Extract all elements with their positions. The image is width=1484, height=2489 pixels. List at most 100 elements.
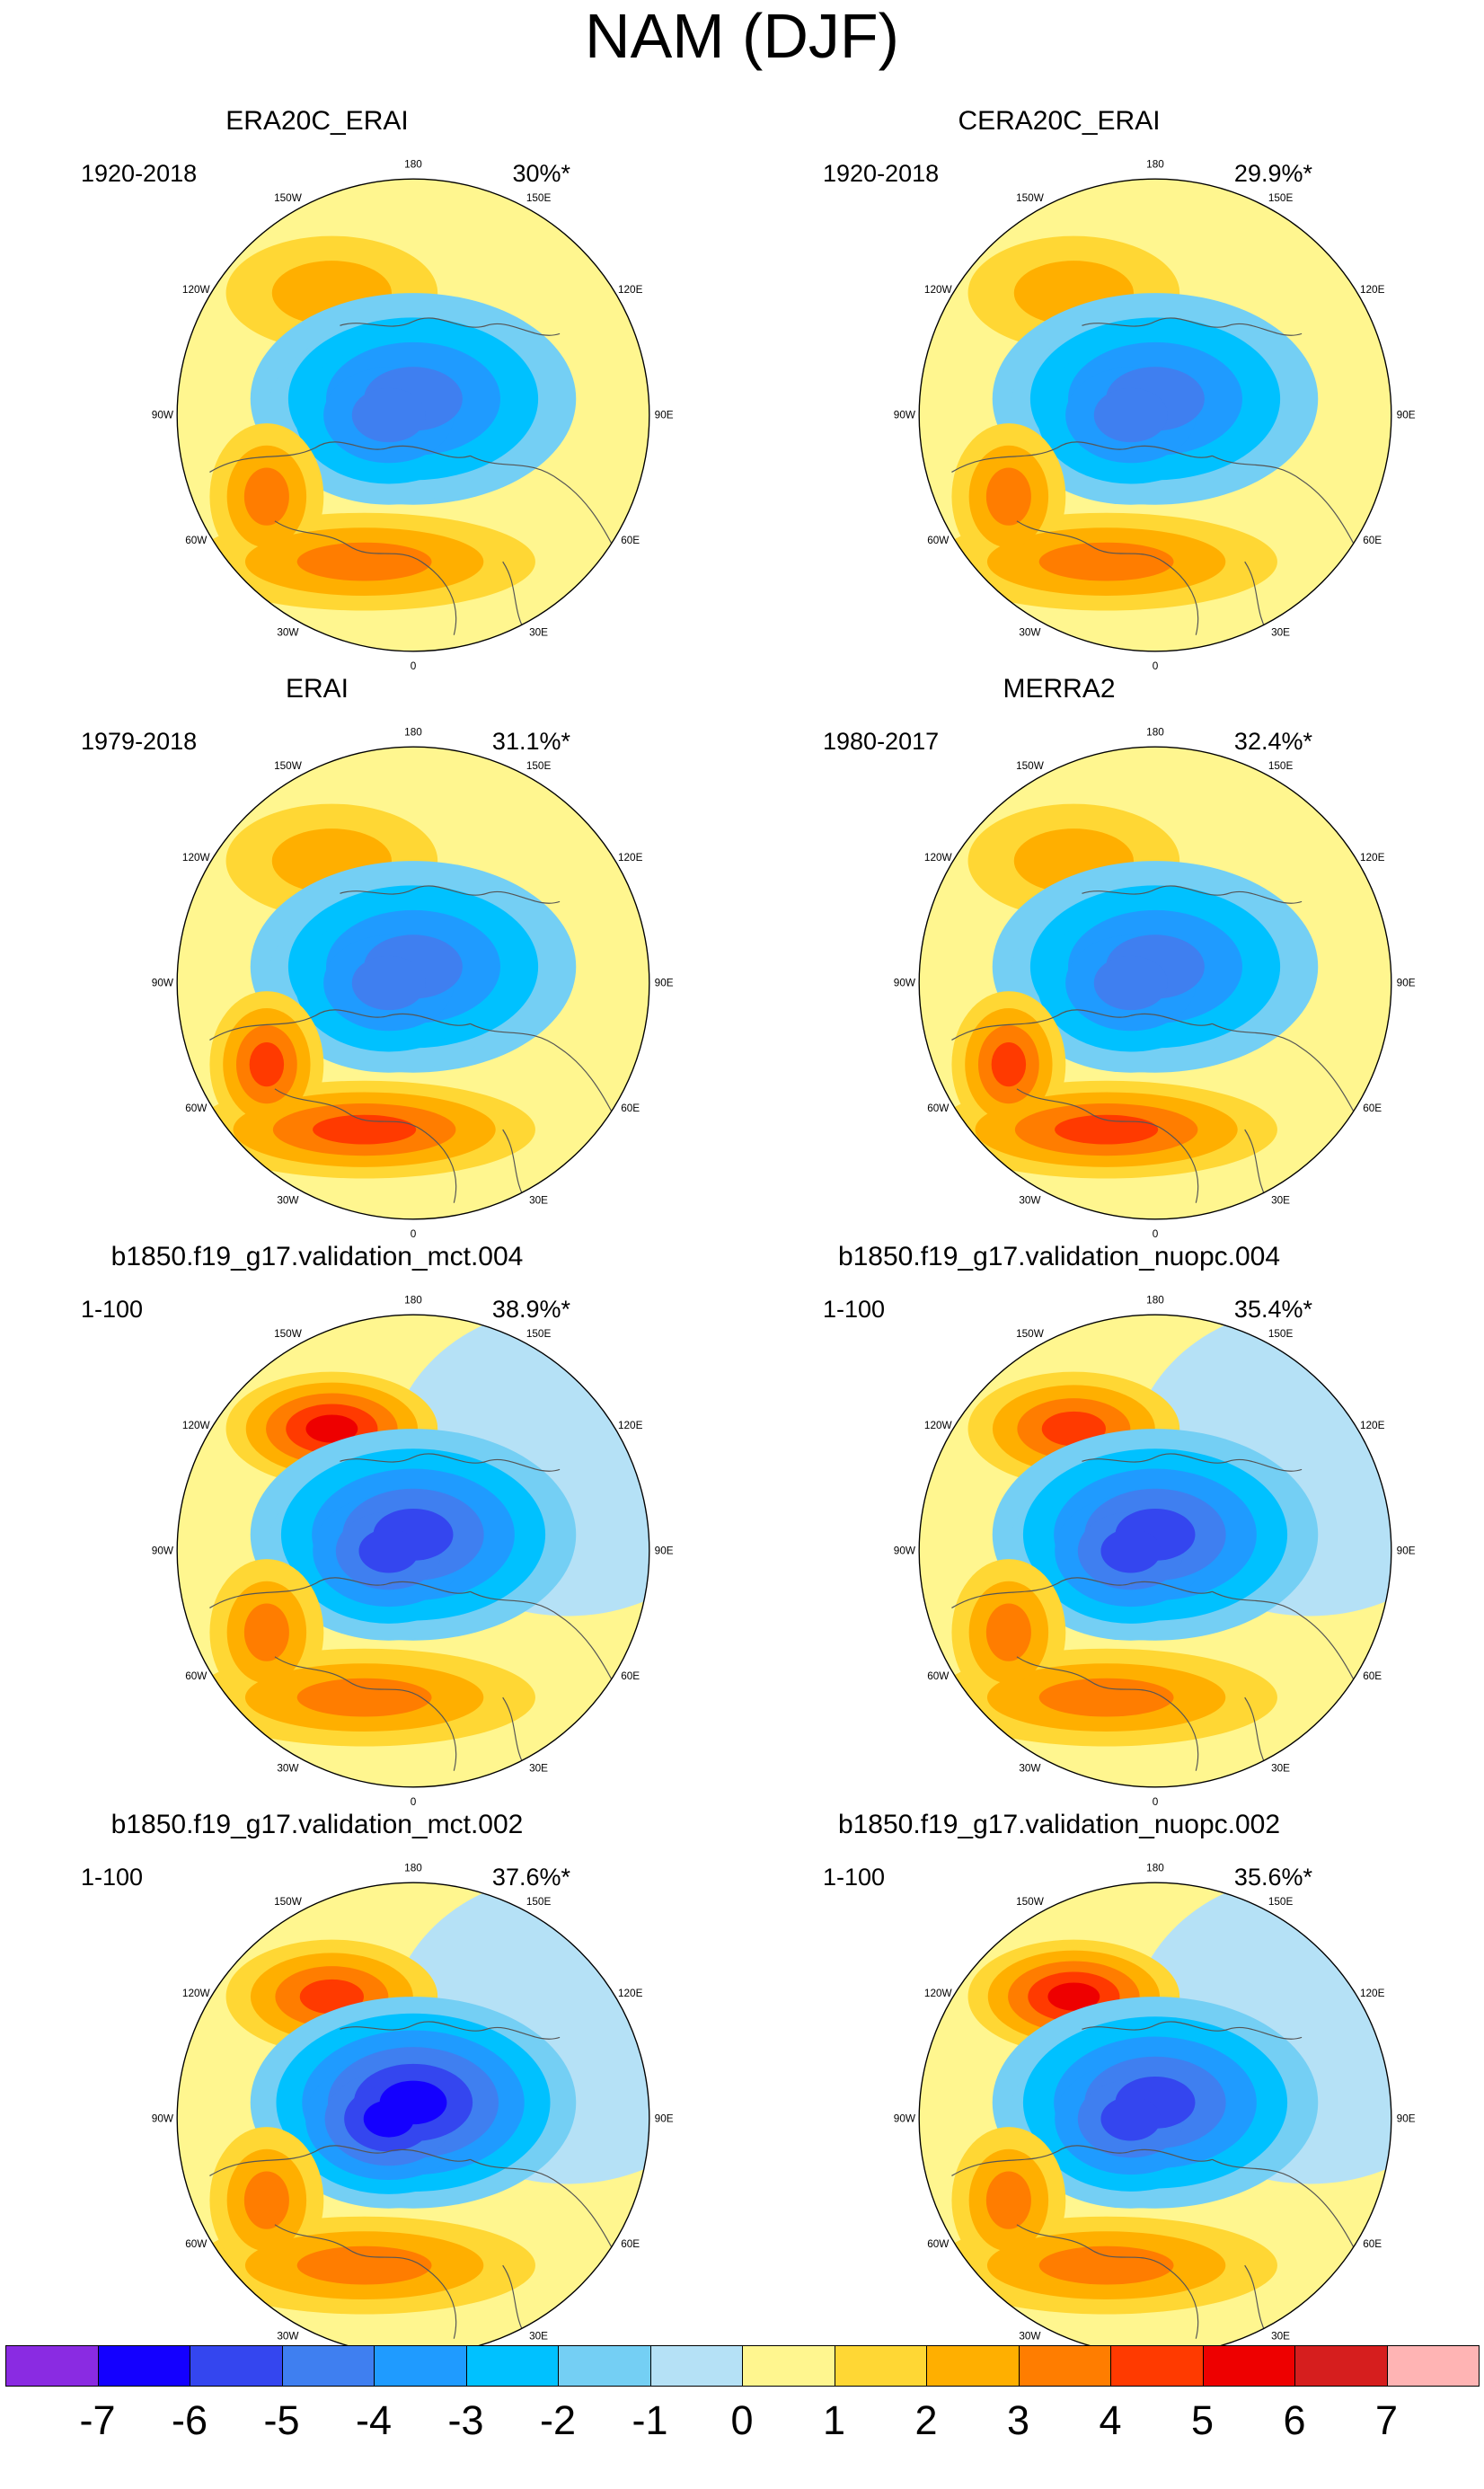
coastline <box>209 1453 618 1772</box>
positive-contour <box>313 1114 417 1145</box>
lon-label: 30E <box>1271 1762 1290 1774</box>
colorbar-swatch <box>558 2345 651 2387</box>
panel-title: b1850.f19_g17.validation_nuopc.004 <box>837 1242 1281 1271</box>
panel-variance: 37.6%* <box>491 1864 570 1891</box>
map-border <box>176 1314 650 1788</box>
coastline <box>951 885 1360 1204</box>
positive-contour <box>296 2245 432 2285</box>
map-panel: b1850.f19_g17.validation_nuopc.004 1-100 3… <box>688 1136 1430 1808</box>
colorbar-swatch <box>926 2345 1020 2387</box>
map-border <box>918 1314 1392 1788</box>
positive-contour <box>243 2171 289 2229</box>
lon-label: 0 <box>1153 1228 1159 1240</box>
colorbar-swatch <box>5 2345 99 2387</box>
lon-label: 30E <box>1271 626 1290 638</box>
colorbar-label: 3 <box>1006 2397 1030 2443</box>
lon-label: 90E <box>655 1546 674 1557</box>
lon-label: 30E <box>529 1762 548 1774</box>
lon-label: 120E <box>618 1420 643 1431</box>
lon-label: 120E <box>1360 1988 1385 1999</box>
lon-label: 30W <box>277 626 299 638</box>
lon-label: 60E <box>621 1670 640 1682</box>
lon-label: 150W <box>1016 760 1045 772</box>
lon-label: 30E <box>1271 2330 1290 2342</box>
positive-contour <box>985 1603 1031 1661</box>
lon-label: 60W <box>927 535 950 546</box>
lon-label: 90W <box>152 978 174 989</box>
panel-title: MERRA2 <box>1003 674 1116 704</box>
lon-label: 150E <box>1268 1896 1294 1908</box>
lon-label: 90W <box>152 410 174 421</box>
colorbar-label: 2 <box>914 2397 938 2443</box>
positive-contour <box>1041 1411 1106 1447</box>
negative-contour <box>358 1528 420 1573</box>
colorbar-swatch <box>1110 2345 1204 2387</box>
lon-label: 150W <box>1016 192 1045 204</box>
panel-title: ERA20C_ERAI <box>225 106 409 136</box>
positive-contour <box>1038 1678 1174 1717</box>
colorbar-swatch <box>190 2345 283 2387</box>
lon-label: 120E <box>618 852 643 864</box>
map-border <box>918 746 1392 1220</box>
lon-label: 90E <box>1397 410 1416 421</box>
lon-label: 90E <box>655 410 674 421</box>
colorbar-swatch <box>465 2345 559 2387</box>
lon-label: 90W <box>894 978 916 989</box>
panel-variance: 29.9%* <box>1233 160 1312 187</box>
panel-variance: 32.4%* <box>1233 728 1312 755</box>
map-panel: MERRA2 1980-2017 32.4%* 180 150E 120E 90E 60E 30… <box>688 568 1430 1240</box>
main-title: NAM (DJF) <box>585 1 899 71</box>
colorbar-swatch <box>281 2345 375 2387</box>
positive-contour <box>296 542 432 581</box>
lon-label: 150E <box>1268 1328 1294 1340</box>
lon-label: 60E <box>621 1103 640 1114</box>
negative-contour <box>363 2100 414 2138</box>
lon-label: 150E <box>1268 192 1294 204</box>
lon-label: 60E <box>1363 2238 1382 2250</box>
lon-label: 90W <box>152 2113 174 2125</box>
lon-label: 180 <box>1146 1863 1164 1874</box>
lon-label: 60W <box>927 2238 950 2250</box>
colorbar-swatch <box>97 2345 190 2387</box>
positive-contour <box>1038 2245 1174 2285</box>
colorbar-label: -5 <box>263 2397 300 2443</box>
lon-label: 0 <box>411 1228 417 1240</box>
lon-label: 30E <box>1271 1194 1290 1206</box>
colorbar-label: 6 <box>1283 2397 1306 2443</box>
colorbar <box>5 2345 1480 2388</box>
lon-label: 120W <box>924 852 953 864</box>
lon-label: 30W <box>277 1194 299 1206</box>
lon-label: 120E <box>618 1988 643 1999</box>
lon-label: 30E <box>529 626 548 638</box>
negative-contour <box>1093 955 1168 1011</box>
negative-contour <box>1100 1528 1162 1573</box>
colorbar-label: 4 <box>1099 2397 1122 2443</box>
colorbar-label: 0 <box>730 2397 754 2443</box>
map-panel: CERA20C_ERAI 1920-2018 29.9%* 180 150E 120E 90… <box>688 0 1430 672</box>
colorbar-swatch <box>742 2345 835 2387</box>
colorbar-label: 7 <box>1374 2397 1399 2443</box>
panel-variance: 35.6%* <box>1233 1864 1312 1891</box>
lon-label: 120W <box>924 1420 953 1431</box>
lon-label: 90E <box>1397 1546 1416 1557</box>
positive-contour <box>299 1979 364 2015</box>
negative-contour <box>351 387 426 443</box>
colorbar-label: -2 <box>539 2397 576 2443</box>
lon-label: 180 <box>404 1295 422 1307</box>
lon-label: 180 <box>1146 727 1164 739</box>
lon-label: 150E <box>526 1328 552 1340</box>
panel-period: 1-100 <box>81 1296 144 1323</box>
panel-period: 1-100 <box>823 1864 886 1891</box>
panel-title: b1850.f19_g17.validation_mct.002 <box>110 1810 524 1839</box>
lon-label: 60W <box>185 535 208 546</box>
lon-label: 60W <box>185 1103 208 1114</box>
lon-label: 0 <box>1153 1796 1159 1808</box>
coastline <box>951 1453 1360 1772</box>
lon-label: 0 <box>411 1796 417 1808</box>
lon-label: 120E <box>618 284 643 296</box>
